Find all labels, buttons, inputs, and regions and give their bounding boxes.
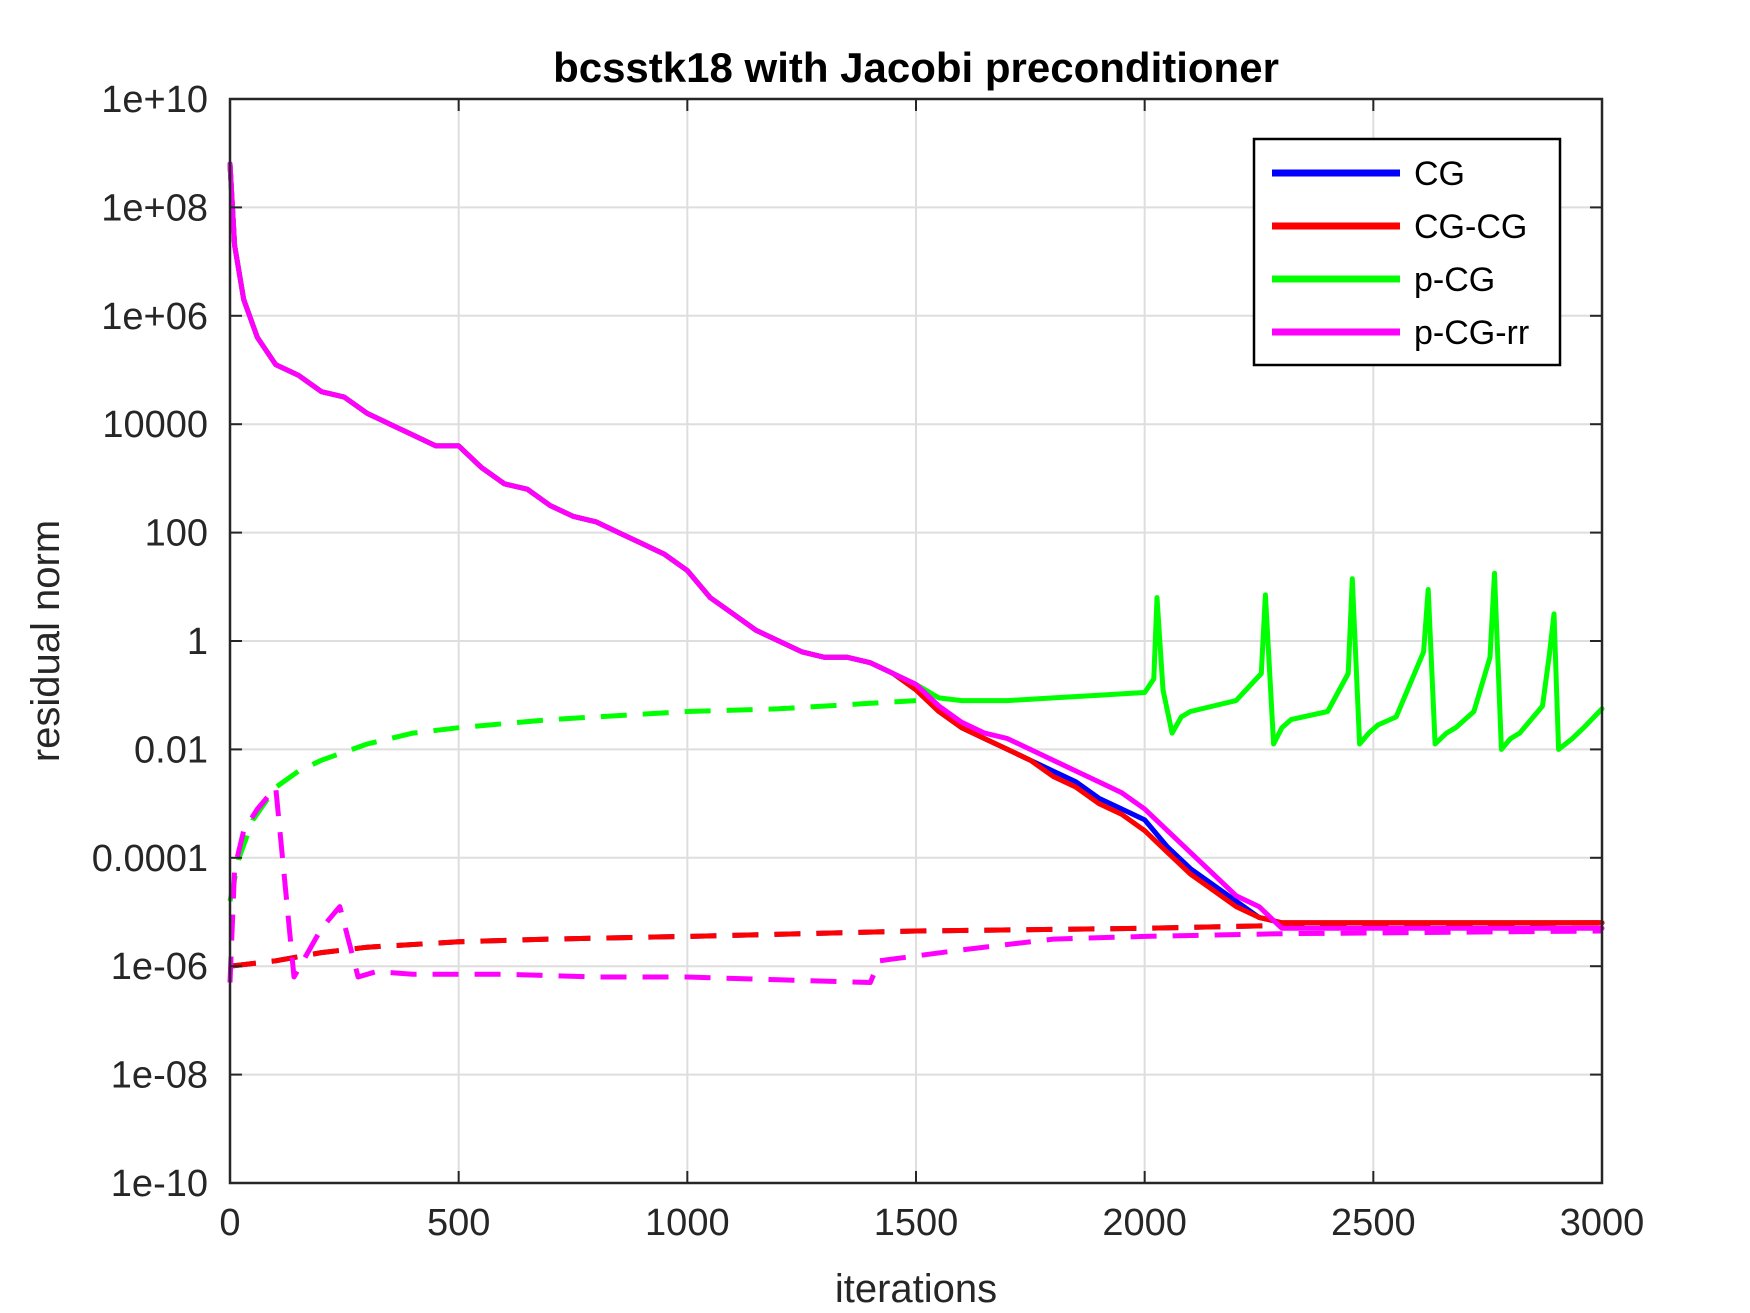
- legend-label: p-CG-rr: [1414, 314, 1529, 352]
- x-tick-label: 2500: [1331, 1202, 1416, 1244]
- x-tick-label: 1500: [874, 1202, 959, 1244]
- legend-box: [1252, 137, 1562, 367]
- y-tick-label: 1e+08: [101, 187, 208, 229]
- legend-label: p-CG: [1414, 261, 1495, 299]
- chart-title: bcsstk18 with Jacobi preconditioner: [553, 44, 1279, 91]
- y-tick-label: 1e-08: [111, 1055, 208, 1097]
- y-tick-label: 1: [187, 621, 208, 663]
- y-axis-label: residual norm: [24, 520, 68, 762]
- y-tick-label: 10000: [102, 404, 208, 446]
- x-tick-label: 3000: [1560, 1202, 1645, 1244]
- y-tick-label: 1e+10: [101, 79, 208, 121]
- y-tick-label: 0.01: [134, 729, 208, 771]
- series-line-p-cg-rr-dashed: [227, 784, 1603, 985]
- x-tick-label: 2000: [1102, 1202, 1187, 1244]
- series-group: [227, 161, 1605, 985]
- legend-label: CG: [1414, 155, 1465, 193]
- series-line-p-cg-rr: [227, 161, 1605, 931]
- y-tick-label: 1e-10: [111, 1163, 208, 1205]
- legend-label: CG-CG: [1414, 208, 1527, 246]
- x-tick-label: 1000: [645, 1202, 730, 1244]
- legend: CG CG-CG p-CG p-CG-rr: [1252, 137, 1562, 367]
- y-ticks: 1e-10 1e-08 1e-06 0.0001 0.01 1 100 10000 1e+06 1…: [92, 79, 1602, 1205]
- x-tick-label: 0: [219, 1202, 240, 1244]
- x-tick-label: 500: [427, 1202, 490, 1244]
- y-tick-label: 100: [145, 513, 208, 555]
- x-ticks: 0 500 1000 1500 2000 2500 3000: [219, 99, 1644, 1244]
- y-tick-label: 1e-06: [111, 946, 208, 988]
- x-axis-label: iterations: [835, 1267, 997, 1311]
- y-tick-label: 0.0001: [92, 838, 208, 880]
- y-tick-label: 1e+06: [101, 296, 208, 338]
- legend-entries: CG CG-CG p-CG p-CG-rr: [1272, 155, 1529, 352]
